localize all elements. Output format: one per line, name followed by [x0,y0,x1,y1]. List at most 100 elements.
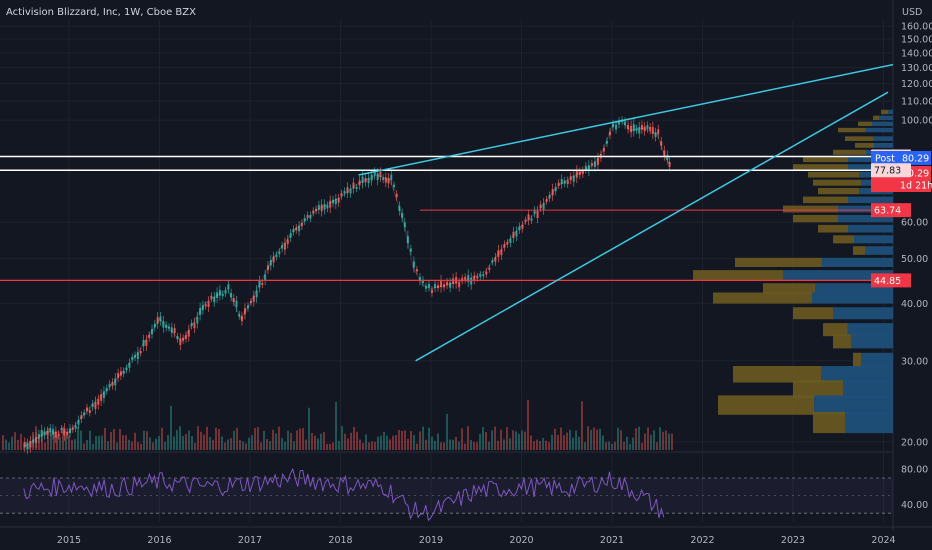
volume-bar [443,442,445,450]
candle-body [100,394,103,401]
volume-bar [482,426,484,450]
volume-bar [2,435,4,450]
price-tick-label: 30.00 [901,356,928,367]
volume-profile-bar [845,411,893,434]
volume-bar [437,433,439,450]
candle-body [395,193,398,198]
candle-body [218,289,221,296]
volume-bar [467,426,469,450]
volume-bar [365,434,367,450]
candle-body [252,295,255,302]
candle-body [572,175,575,182]
candle-body [111,382,114,386]
candle-body [238,314,241,317]
volume-bar [605,442,607,450]
candle-body [512,231,515,238]
candle-body [108,383,111,387]
volume-profile-bar [838,127,866,133]
candle-body [638,127,641,134]
candle-body [148,334,151,338]
volume-bar [302,428,304,450]
volume-bar [479,433,481,450]
volume-bar [608,441,610,450]
volume-bar [245,443,247,450]
candle-body [654,132,657,137]
volume-bar [236,427,238,450]
volume-bar [539,440,541,450]
candle-body [69,428,71,434]
volume-bar [314,435,316,450]
volume-bar [92,443,94,450]
candle-body [232,297,235,303]
volume-bar [74,439,76,450]
candle-body [569,176,572,181]
volume-profile-bar [808,171,859,178]
time-tick-label: 2023 [781,535,805,546]
symbol-value: 80.29 [902,168,929,179]
volume-profile-bar [872,121,893,127]
candle-body [119,371,122,376]
candle-body [503,244,506,248]
volume-bar [53,432,55,450]
candle-body [43,431,46,436]
volume-bar [578,436,580,450]
volume-bar [527,399,529,450]
candle-body [551,188,554,196]
candle-body [250,301,252,304]
candle-body [94,401,97,409]
candle-body [74,425,77,429]
volume-bar [524,431,526,450]
candle-body [71,427,74,430]
volume-profile-bar [793,214,838,223]
volume-bar [263,430,265,450]
candle-body [649,126,652,131]
volume-bar [542,437,544,450]
candle-body [479,274,482,277]
candle-body [320,204,323,212]
volume-bar [635,428,637,450]
candle-body [54,431,57,438]
candle-body [340,193,343,197]
volume-bar [395,435,397,450]
candle-body [401,212,404,218]
candle-body [337,198,340,203]
volume-bar [8,442,10,450]
candle-body [506,242,509,245]
candle-body [196,317,199,324]
candle-body [367,178,370,184]
candle-body [199,307,202,315]
post-label: Post [875,153,895,164]
post-value: 80.29 [902,153,929,164]
price-tick-label: 50.00 [901,254,928,265]
candle-body [521,224,524,229]
volume-bar [455,436,457,450]
volume-bar [485,432,487,450]
upper-trendline [358,63,894,176]
volume-profile-bar [848,156,893,163]
candle-body [536,211,539,218]
time-tick-label: 2017 [238,535,262,546]
candle-body [153,323,156,328]
candle-body [66,431,69,436]
candle-body [52,429,55,435]
volume-bar [413,435,415,450]
volume-bar [326,443,328,450]
volume-bar [311,432,313,450]
candle-body [533,210,536,214]
price-tick-label: 130.00 [901,63,932,74]
volume-bar [167,435,169,450]
volume-bar [650,434,652,450]
volume-profile-bar [815,283,893,294]
volume-bar [182,436,184,450]
candle-body [491,260,494,263]
volume-bar [659,427,661,450]
volume-bar [623,441,625,450]
volume-profile-bar [865,246,893,255]
candle-body [326,205,329,209]
volume-bar [113,429,115,450]
volume-bar [254,428,256,450]
candle-body [608,131,611,136]
candle-body [97,399,100,405]
